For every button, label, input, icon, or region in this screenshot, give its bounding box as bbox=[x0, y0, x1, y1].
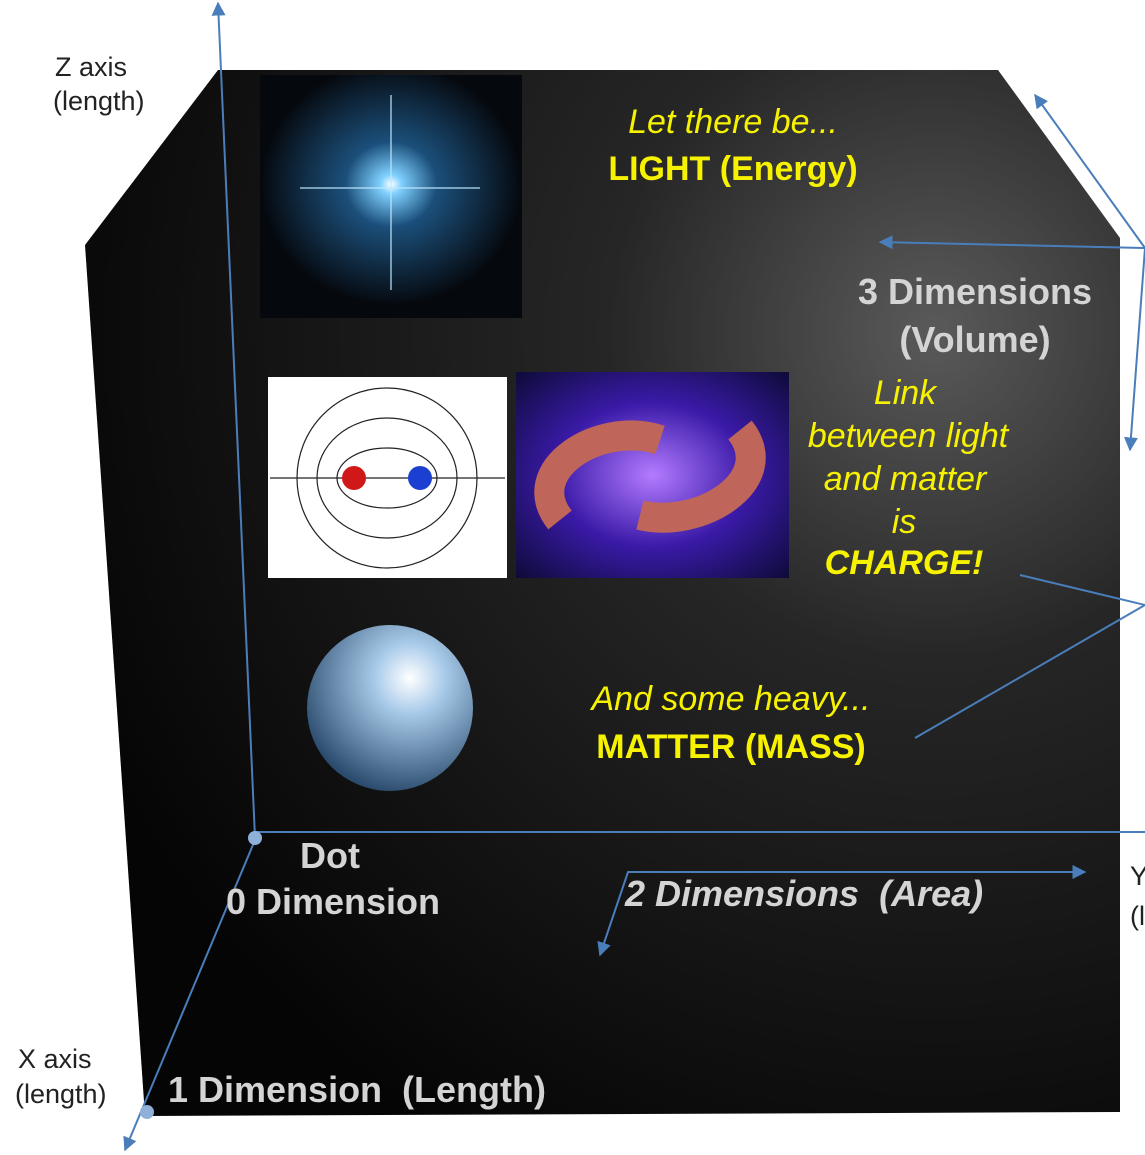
y-axis-unit: (length) bbox=[1130, 901, 1145, 931]
dot-sub: 0 Dimension bbox=[226, 881, 440, 922]
length-label: 1 Dimension (Length) bbox=[168, 1069, 546, 1110]
cube bbox=[85, 70, 1120, 1116]
field-lines bbox=[270, 387, 505, 569]
y-axis-name: Y axis bbox=[1130, 861, 1145, 891]
charge-line: Link bbox=[874, 374, 938, 412]
volume-sub: (Volume) bbox=[899, 319, 1050, 360]
area-label: 2 Dimensions (Area) bbox=[624, 873, 983, 914]
x-axis-name: X axis bbox=[18, 1044, 92, 1074]
volume-title: 3 Dimensions bbox=[858, 271, 1092, 312]
z-axis-name: Z axis bbox=[55, 52, 127, 82]
positive bbox=[342, 466, 366, 490]
charge-line: between light bbox=[808, 417, 1010, 455]
light-intro: Let there be... bbox=[628, 103, 838, 141]
z-axis-unit: (length) bbox=[53, 86, 145, 116]
negative bbox=[408, 466, 432, 490]
axes bbox=[123, 1, 1145, 1152]
sphere bbox=[307, 625, 473, 791]
charge-emphasis: CHARGE! bbox=[825, 544, 984, 582]
charge-line: and matter bbox=[824, 460, 988, 498]
matter-label: MATTER (MASS) bbox=[596, 728, 865, 766]
charge-line: is bbox=[892, 503, 917, 541]
dot-title: Dot bbox=[300, 835, 360, 876]
matter-intro: And some heavy... bbox=[589, 680, 870, 718]
light-label: LIGHT (Energy) bbox=[608, 150, 857, 188]
x-axis-unit: (length) bbox=[15, 1079, 107, 1109]
